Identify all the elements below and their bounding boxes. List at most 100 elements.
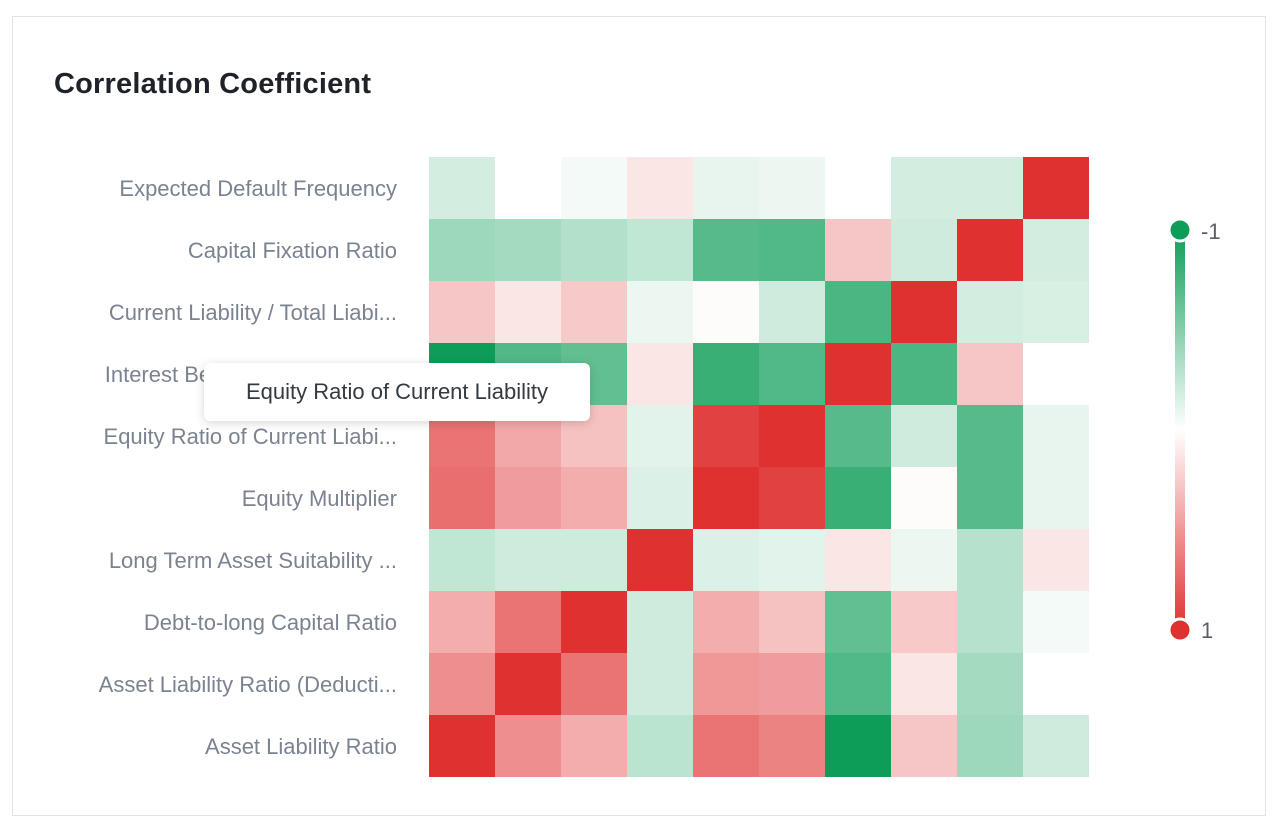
heatmap-cell[interactable] — [957, 467, 1023, 529]
heatmap-cell[interactable] — [957, 343, 1023, 405]
heatmap-cell[interactable] — [1023, 219, 1089, 281]
heatmap-cell[interactable] — [561, 591, 627, 653]
heatmap-cell[interactable] — [759, 529, 825, 591]
heatmap-cell[interactable] — [627, 343, 693, 405]
heatmap-cell[interactable] — [759, 405, 825, 467]
heatmap-cell[interactable] — [1023, 653, 1089, 715]
heatmap-cell[interactable] — [891, 467, 957, 529]
heatmap-cell[interactable] — [825, 281, 891, 343]
legend-max-handle[interactable] — [1167, 617, 1193, 643]
heatmap-cell[interactable] — [561, 281, 627, 343]
heatmap-cell[interactable] — [825, 467, 891, 529]
heatmap-cell[interactable] — [495, 591, 561, 653]
heatmap-cell[interactable] — [891, 405, 957, 467]
row-label: Expected Default Frequency — [119, 176, 397, 201]
heatmap-cell[interactable] — [825, 715, 891, 777]
row-labels: Expected Default Frequency Capital Fixati… — [99, 176, 397, 759]
heatmap-cell[interactable] — [891, 591, 957, 653]
heatmap-cell[interactable] — [825, 405, 891, 467]
heatmap-cell[interactable] — [957, 157, 1023, 219]
heatmap-cell[interactable] — [825, 653, 891, 715]
heatmap-cell[interactable] — [759, 281, 825, 343]
heatmap-cell[interactable] — [627, 281, 693, 343]
heatmap-cell[interactable] — [693, 653, 759, 715]
heatmap-cell[interactable] — [957, 219, 1023, 281]
heatmap-cell[interactable] — [957, 281, 1023, 343]
heatmap-cell[interactable] — [825, 157, 891, 219]
heatmap-cell[interactable] — [627, 157, 693, 219]
heatmap-cell[interactable] — [891, 281, 957, 343]
legend-max-label: 1 — [1201, 618, 1213, 643]
heatmap-cell[interactable] — [1023, 343, 1089, 405]
heatmap-cell[interactable] — [429, 157, 495, 219]
heatmap-cell[interactable] — [957, 715, 1023, 777]
heatmap-cell[interactable] — [561, 653, 627, 715]
heatmap-cell[interactable] — [495, 157, 561, 219]
heatmap-cell[interactable] — [627, 529, 693, 591]
heatmap-cell[interactable] — [561, 467, 627, 529]
heatmap-cell[interactable] — [429, 467, 495, 529]
heatmap-cell[interactable] — [825, 591, 891, 653]
heatmap-cell[interactable] — [429, 219, 495, 281]
heatmap-cell[interactable] — [693, 281, 759, 343]
heatmap-cell[interactable] — [1023, 157, 1089, 219]
heatmap-cell[interactable] — [693, 405, 759, 467]
heatmap-cell[interactable] — [429, 591, 495, 653]
heatmap-cell[interactable] — [693, 157, 759, 219]
heatmap-cell[interactable] — [495, 467, 561, 529]
heatmap-cell[interactable] — [1023, 467, 1089, 529]
heatmap-cell[interactable] — [693, 591, 759, 653]
heatmap-cell[interactable] — [891, 219, 957, 281]
heatmap-cell[interactable] — [693, 467, 759, 529]
heatmap-cell[interactable] — [561, 529, 627, 591]
heatmap-cell[interactable] — [627, 405, 693, 467]
heatmap-cell[interactable] — [495, 715, 561, 777]
heatmap-cell[interactable] — [693, 219, 759, 281]
heatmap-cell[interactable] — [759, 715, 825, 777]
heatmap-cell[interactable] — [759, 467, 825, 529]
heatmap-cell[interactable] — [693, 529, 759, 591]
heatmap-cell[interactable] — [957, 653, 1023, 715]
heatmap-cell[interactable] — [891, 529, 957, 591]
heatmap-cell[interactable] — [627, 467, 693, 529]
heatmap-cell[interactable] — [1023, 529, 1089, 591]
heatmap-cell[interactable] — [957, 529, 1023, 591]
heatmap-cell[interactable] — [759, 157, 825, 219]
heatmap-cell[interactable] — [495, 219, 561, 281]
heatmap-cell[interactable] — [693, 343, 759, 405]
heatmap-cell[interactable] — [1023, 405, 1089, 467]
legend-min-handle[interactable] — [1167, 217, 1193, 243]
heatmap-cell[interactable] — [1023, 281, 1089, 343]
heatmap-cell[interactable] — [759, 219, 825, 281]
heatmap-cell[interactable] — [627, 715, 693, 777]
heatmap-cell[interactable] — [495, 653, 561, 715]
heatmap-cell[interactable] — [759, 653, 825, 715]
heatmap-cell[interactable] — [891, 343, 957, 405]
heatmap-cell[interactable] — [825, 343, 891, 405]
heatmap-cell[interactable] — [693, 715, 759, 777]
heatmap-cell[interactable] — [495, 281, 561, 343]
heatmap-cell[interactable] — [825, 219, 891, 281]
heatmap-cell[interactable] — [429, 653, 495, 715]
heatmap-cell[interactable] — [627, 653, 693, 715]
heatmap-cell[interactable] — [429, 715, 495, 777]
heatmap-cell[interactable] — [891, 653, 957, 715]
heatmap-cell[interactable] — [561, 219, 627, 281]
heatmap-cell[interactable] — [759, 343, 825, 405]
heatmap-cell[interactable] — [891, 157, 957, 219]
heatmap-cell[interactable] — [627, 591, 693, 653]
heatmap-cell[interactable] — [1023, 715, 1089, 777]
heatmap-cell[interactable] — [957, 591, 1023, 653]
heatmap-cell[interactable] — [1023, 591, 1089, 653]
heatmap-cell[interactable] — [957, 405, 1023, 467]
heatmap-cell[interactable] — [759, 591, 825, 653]
heatmap-cell[interactable] — [627, 219, 693, 281]
heatmap-cell[interactable] — [825, 529, 891, 591]
heatmap-cell[interactable] — [561, 715, 627, 777]
heatmap-cell[interactable] — [561, 157, 627, 219]
heatmap-cell[interactable] — [429, 529, 495, 591]
heatmap-cell[interactable] — [429, 281, 495, 343]
heatmap-cell[interactable] — [891, 715, 957, 777]
heatmap-cell[interactable] — [495, 529, 561, 591]
